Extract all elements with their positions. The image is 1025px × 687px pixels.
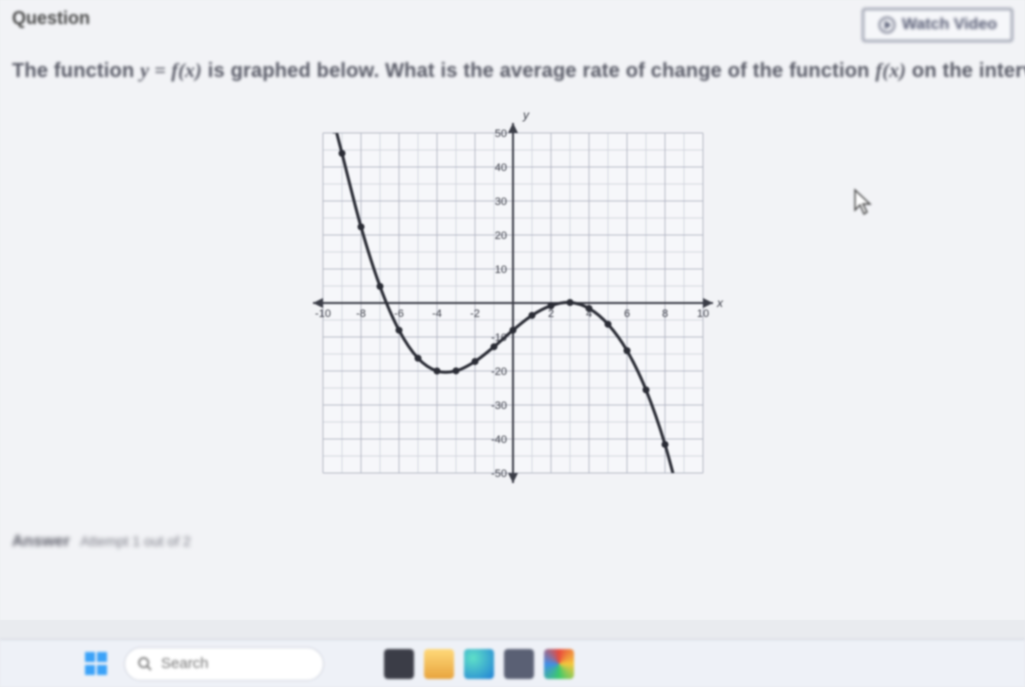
svg-text:40: 40 — [494, 162, 506, 174]
taskbar-search[interactable]: Search — [124, 647, 324, 681]
search-placeholder: Search — [161, 655, 209, 672]
function-graph: -10-8-6-4-2246810-50-40-30-20-1010203040… — [293, 103, 733, 503]
svg-text:y: y — [522, 108, 530, 122]
answer-row: Answer Attempt 1 out of 2 — [12, 533, 1013, 551]
taskbar: Search — [0, 639, 1025, 687]
svg-text:-20: -20 — [491, 366, 507, 378]
answer-attempt-text: Attempt 1 out of 2 — [80, 533, 191, 549]
taskbar-icon-edge[interactable] — [464, 649, 494, 679]
play-icon — [878, 16, 896, 34]
answer-label: Answer — [12, 533, 70, 550]
watch-video-label: Watch Video — [902, 16, 997, 34]
taskbar-icon-5[interactable] — [544, 649, 574, 679]
svg-text:20: 20 — [494, 230, 506, 242]
question-label: Question — [12, 8, 90, 29]
svg-text:-10: -10 — [315, 308, 331, 320]
svg-text:2: 2 — [547, 308, 553, 320]
search-icon — [137, 656, 153, 672]
svg-text:-50: -50 — [491, 468, 507, 480]
svg-text:-40: -40 — [491, 434, 507, 446]
taskbar-icon-explorer[interactable] — [424, 649, 454, 679]
taskbar-icon-4[interactable] — [504, 649, 534, 679]
svg-text:-2: -2 — [470, 308, 480, 320]
svg-text:30: 30 — [494, 196, 506, 208]
svg-text:10: 10 — [696, 308, 708, 320]
svg-text:-30: -30 — [491, 400, 507, 412]
svg-text:-6: -6 — [394, 308, 404, 320]
svg-text:8: 8 — [661, 308, 667, 320]
svg-text:x: x — [716, 296, 724, 310]
question-text: The function y = f(x) is graphed below. … — [12, 60, 1013, 83]
watch-video-button[interactable]: Watch Video — [862, 8, 1013, 42]
taskbar-icon-1[interactable] — [384, 649, 414, 679]
svg-text:50: 50 — [494, 128, 506, 140]
svg-text:-4: -4 — [432, 308, 442, 320]
mouse-cursor — [853, 188, 873, 216]
svg-text:6: 6 — [623, 308, 629, 320]
svg-text:-8: -8 — [356, 308, 366, 320]
svg-text:10: 10 — [494, 264, 506, 276]
start-button[interactable] — [80, 647, 114, 681]
